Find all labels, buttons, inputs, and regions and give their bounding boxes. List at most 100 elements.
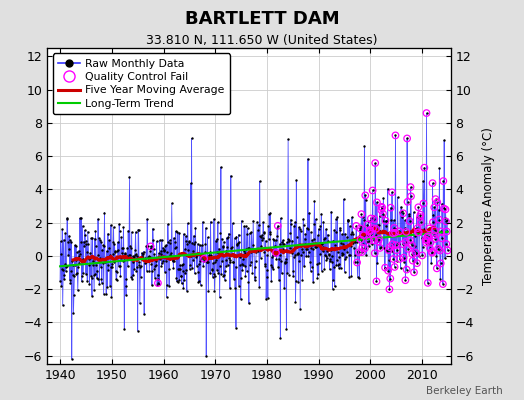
Point: [214, 270, 223, 276]
Point: [373, 199, 381, 206]
Point: [200, 256, 208, 262]
Point: [73, 249, 81, 256]
Point: [358, 249, 366, 255]
Point: [156, 237, 164, 244]
Point: [441, 255, 449, 262]
Text: BARTLETT DAM: BARTLETT DAM: [184, 10, 340, 28]
Point: [57, 238, 65, 244]
Point: [100, 243, 108, 249]
Point: [387, 204, 395, 211]
Point: [148, 282, 156, 288]
Point: [123, 253, 131, 259]
Point: [105, 237, 113, 244]
Point: [299, 216, 308, 222]
Point: [120, 326, 128, 332]
Point: [397, 231, 406, 238]
Point: [149, 246, 158, 252]
Point: [409, 258, 417, 264]
Point: [175, 230, 183, 236]
Point: [59, 302, 67, 308]
Point: [422, 240, 430, 246]
Point: [241, 263, 249, 269]
Point: [406, 184, 414, 190]
Point: [357, 211, 366, 217]
Point: [93, 267, 101, 274]
Point: [70, 272, 79, 279]
Point: [351, 258, 359, 265]
Point: [156, 256, 165, 262]
Point: [404, 246, 412, 252]
Point: [80, 242, 89, 249]
Point: [418, 235, 426, 241]
Point: [402, 229, 410, 235]
Point: [173, 229, 181, 236]
Point: [163, 249, 172, 255]
Point: [428, 248, 436, 255]
Point: [196, 258, 204, 265]
Point: [76, 250, 84, 257]
Point: [60, 276, 68, 282]
Point: [385, 247, 393, 253]
Point: [229, 259, 237, 265]
Point: [345, 223, 354, 229]
Point: [200, 258, 209, 264]
Point: [150, 266, 158, 272]
Point: [287, 216, 295, 223]
Point: [412, 214, 421, 220]
Point: [290, 223, 298, 229]
Point: [90, 236, 99, 242]
Point: [287, 248, 296, 254]
Point: [399, 254, 408, 261]
Point: [157, 262, 166, 269]
Point: [388, 189, 396, 196]
Point: [406, 237, 414, 244]
Point: [161, 258, 170, 264]
Point: [146, 243, 155, 250]
Point: [426, 245, 434, 252]
Point: [335, 254, 344, 260]
Point: [82, 271, 90, 277]
Point: [278, 270, 286, 277]
Point: [163, 221, 172, 228]
Point: [428, 248, 436, 255]
Point: [411, 243, 420, 250]
Point: [344, 217, 352, 224]
Point: [426, 240, 434, 246]
Point: [168, 255, 177, 262]
Point: [280, 285, 288, 291]
Point: [324, 231, 332, 238]
Point: [246, 262, 254, 268]
Point: [74, 248, 83, 254]
Point: [369, 213, 378, 219]
Point: [158, 259, 167, 266]
Point: [403, 135, 411, 142]
Point: [399, 210, 408, 216]
Point: [417, 226, 425, 233]
Point: [127, 229, 136, 235]
Point: [355, 275, 364, 282]
Point: [305, 241, 314, 247]
Point: [116, 263, 124, 269]
Point: [204, 259, 212, 266]
Point: [394, 194, 402, 200]
Point: [438, 235, 446, 242]
Point: [209, 260, 217, 266]
Point: [249, 247, 258, 253]
Point: [236, 296, 245, 302]
Point: [179, 267, 187, 274]
Point: [434, 207, 443, 213]
Point: [337, 252, 346, 258]
Point: [90, 287, 99, 293]
Point: [413, 229, 422, 236]
Point: [87, 235, 95, 242]
Point: [438, 229, 446, 235]
Point: [159, 258, 167, 264]
Point: [388, 241, 397, 248]
Point: [116, 272, 125, 279]
Point: [402, 266, 411, 273]
Point: [413, 225, 422, 231]
Point: [151, 258, 160, 264]
Point: [238, 267, 247, 274]
Point: [58, 226, 67, 232]
Point: [437, 228, 445, 235]
